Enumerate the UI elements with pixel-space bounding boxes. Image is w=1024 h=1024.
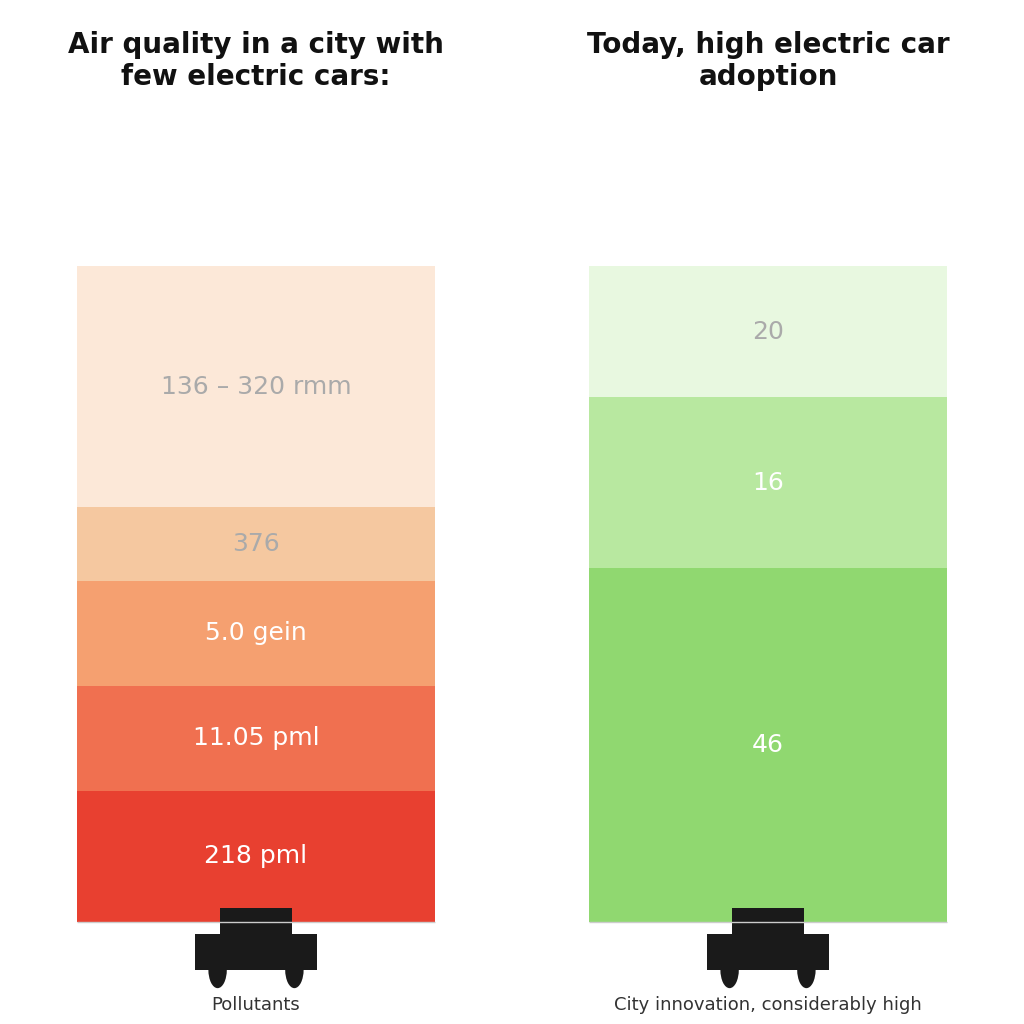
Bar xyxy=(589,397,947,567)
Bar xyxy=(77,791,435,922)
Bar xyxy=(195,934,317,970)
Bar xyxy=(77,581,435,686)
Text: Today, high electric car
adoption: Today, high electric car adoption xyxy=(587,31,949,91)
Text: 376: 376 xyxy=(232,532,280,556)
Text: 218 pml: 218 pml xyxy=(205,844,307,868)
Text: 20: 20 xyxy=(752,319,784,344)
Bar xyxy=(589,567,947,922)
Bar xyxy=(77,508,435,581)
Text: 5.0 gein: 5.0 gein xyxy=(205,622,307,645)
Bar xyxy=(220,908,292,934)
Circle shape xyxy=(209,951,227,988)
Text: Air quality in a city with
few electric cars:: Air quality in a city with few electric … xyxy=(68,31,444,91)
Bar xyxy=(77,686,435,791)
Circle shape xyxy=(285,951,303,988)
Text: 16: 16 xyxy=(752,470,784,495)
Bar xyxy=(589,266,947,397)
Circle shape xyxy=(797,951,815,988)
Circle shape xyxy=(721,951,739,988)
Bar xyxy=(707,934,829,970)
Bar xyxy=(732,908,804,934)
Text: 46: 46 xyxy=(752,732,784,757)
Text: 136 – 320 rmm: 136 – 320 rmm xyxy=(161,375,351,398)
Text: City innovation, considerably high: City innovation, considerably high xyxy=(614,995,922,1014)
Bar xyxy=(77,266,435,508)
Text: 11.05 pml: 11.05 pml xyxy=(193,726,319,751)
Text: Pollutants: Pollutants xyxy=(212,995,300,1014)
